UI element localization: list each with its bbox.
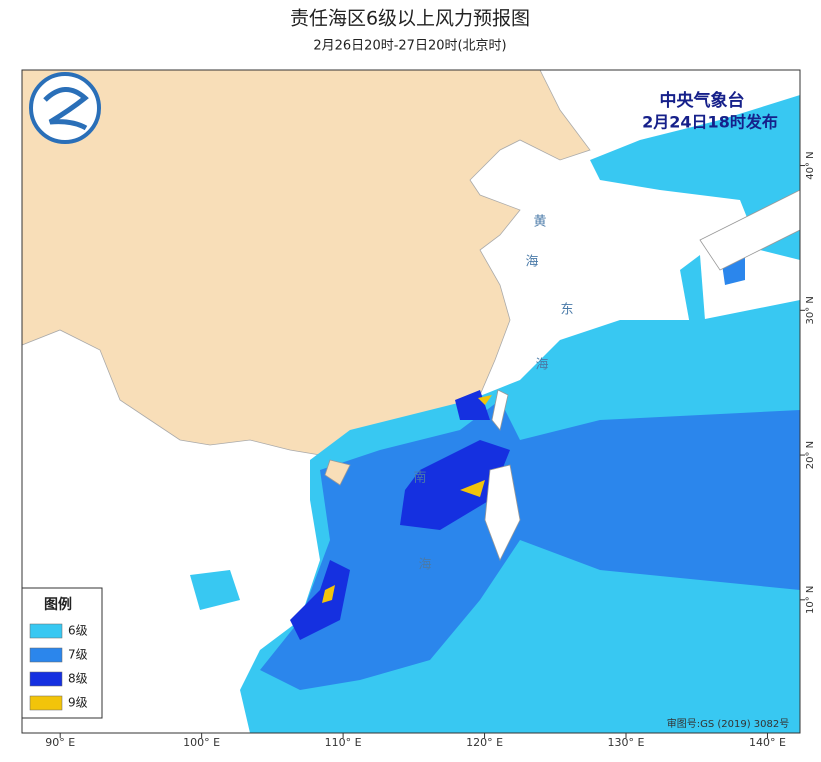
lon-label: 100° E	[183, 736, 220, 749]
legend-swatch	[29, 623, 63, 639]
legend-title: 图例	[44, 596, 72, 613]
taiwan	[491, 389, 509, 431]
hainan	[324, 459, 351, 486]
issue-time: 2月24日18时发布	[642, 113, 778, 132]
sea-label: 海	[525, 255, 538, 270]
logo-mark	[43, 87, 89, 131]
lon-label: 140° E	[749, 736, 786, 749]
wind-area	[680, 255, 705, 325]
wind-area	[400, 440, 510, 530]
legend-label: 8级	[68, 672, 88, 686]
subtitle: 2月26日20时-27日20时(北京时)	[313, 39, 506, 54]
legend-label: 6级	[68, 624, 88, 638]
logo	[29, 72, 101, 144]
legend-swatch	[29, 695, 63, 711]
issuer-name: 中央气象台	[660, 90, 745, 111]
wind-area	[290, 560, 350, 640]
lon-label: 90° E	[45, 736, 75, 749]
lat-label: 40° N	[805, 151, 816, 179]
sea-label: 黄	[533, 215, 546, 230]
lat-label: 20° N	[805, 441, 816, 469]
wind-area	[478, 395, 492, 405]
wind-area	[190, 570, 240, 610]
map-frame	[21, 69, 801, 734]
lon-label: 130° E	[608, 736, 645, 749]
wind-area	[260, 400, 800, 690]
wind-area	[460, 480, 485, 497]
legend-swatch	[29, 671, 63, 687]
map	[21, 69, 801, 734]
sea-label: 海	[535, 358, 548, 373]
approval-number: 审图号:GS (2019) 3082号	[667, 717, 790, 730]
legend-swatch	[29, 647, 63, 663]
lat-label: 10° N	[805, 586, 816, 614]
wind-area	[322, 585, 335, 603]
legend-label: 9级	[68, 696, 88, 710]
luzon	[484, 464, 521, 561]
title: 责任海区6级以上风力预报图	[290, 8, 530, 30]
sea-label: 东	[560, 303, 573, 318]
legend: 图例 6级 7级 8级 9级	[21, 587, 103, 719]
sea-label: 南	[413, 470, 426, 486]
lon-label: 110° E	[325, 736, 362, 749]
sea-label: 海	[418, 558, 431, 573]
lon-label: 120° E	[466, 736, 503, 749]
legend-label: 7级	[68, 648, 88, 662]
lat-label: 30° N	[805, 296, 816, 324]
